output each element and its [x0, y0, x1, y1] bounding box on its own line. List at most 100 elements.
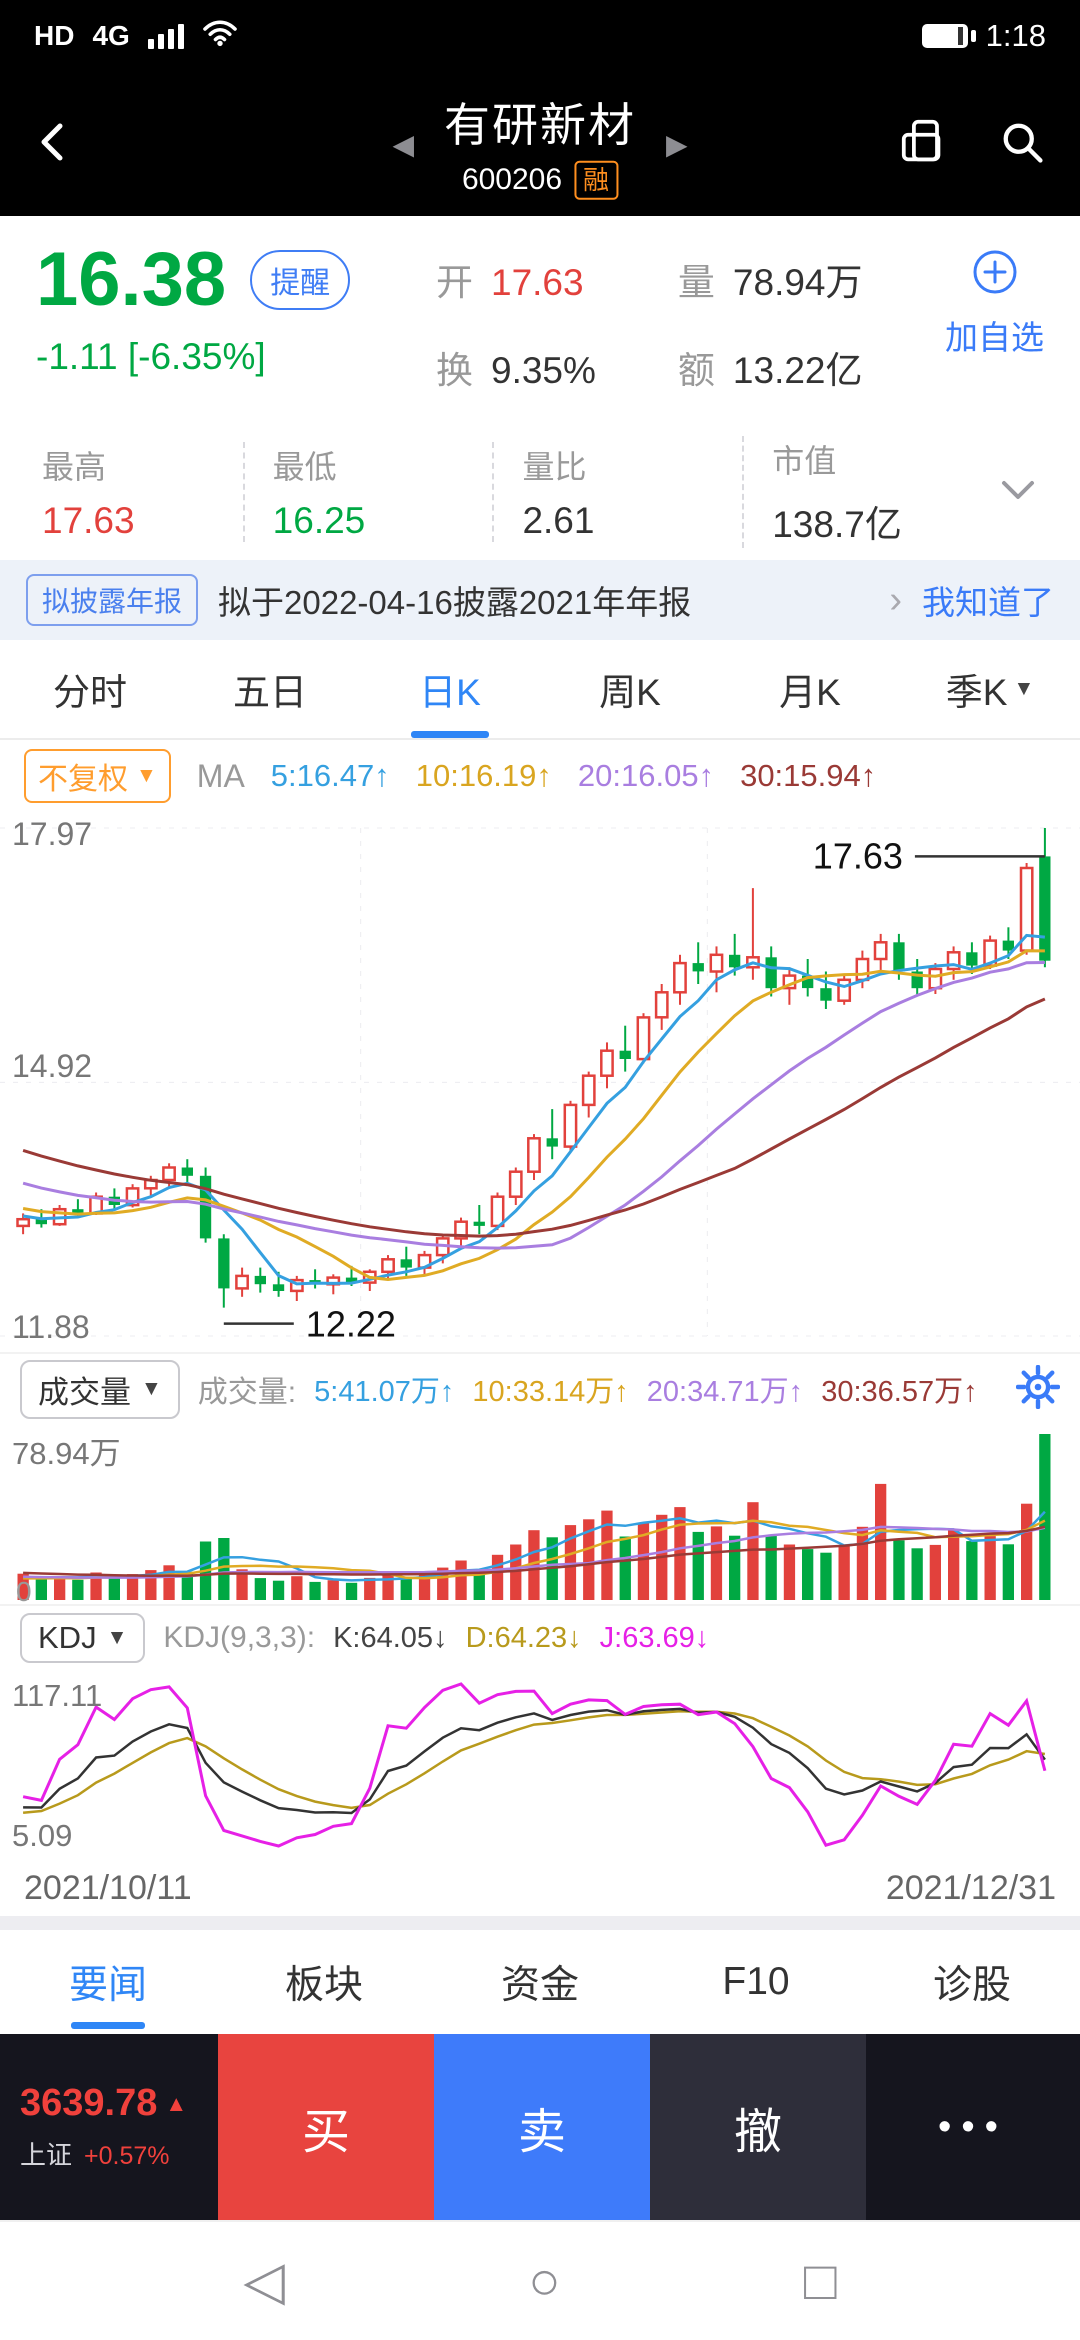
candlestick-chart[interactable]: 17.97 14.92 11.88 17.63 12.22 [0, 812, 1080, 1352]
price-change: -1.11 [-6.35%] [36, 336, 266, 377]
next-stock-arrow[interactable]: ▶ [666, 128, 688, 160]
caret-down-icon: ▼ [1013, 677, 1035, 700]
add-watchlist-button[interactable]: 加自选 [945, 242, 1044, 394]
chart-settings-gear-icon[interactable] [1015, 1364, 1061, 1414]
volume-ma10-value: 10:33.14万↑ [472, 1376, 629, 1408]
volume-svg[interactable] [0, 1424, 1080, 1604]
adjust-mode-dropdown[interactable]: 不复权 ▼ [24, 749, 171, 803]
quote-stats-row2: 最高 17.63 最低 16.25 量比 2.61 市值 138.7亿 [36, 436, 1044, 548]
turnover-stat: 换 9.35% [436, 340, 596, 394]
hd-volte-icon: HD [34, 20, 75, 51]
ma20-value: 20:16.05↑ [577, 758, 715, 793]
volume-axis-min: 0 [16, 1576, 32, 1607]
quote-stats-grid: 开 17.63 量 78.94万 换 9.35% 额 13.22亿 [436, 252, 863, 394]
network-type-indicator: 4G [92, 20, 130, 51]
period-tabs: 分时 五日 日K 周K 月K 季K ▼ [0, 640, 1080, 740]
rotate-screen-icon[interactable] [898, 116, 950, 173]
kdj-d-value: D:64.23↓ [465, 1621, 582, 1654]
vol-ratio-label: 量比 [522, 449, 587, 485]
current-price: 16.38 [36, 237, 227, 322]
price-axis-max: 17.97 [12, 816, 93, 852]
amount-value: 13.22亿 [732, 350, 863, 391]
price-axis-mid: 14.92 [12, 1048, 93, 1084]
add-watchlist-label: 加自选 [945, 319, 1044, 356]
volume-chart[interactable]: 78.94万 0 [0, 1424, 1080, 1607]
volume-label: 量 [677, 262, 715, 303]
search-icon[interactable] [996, 116, 1048, 173]
open-stat: 开 17.63 [436, 252, 596, 306]
dismiss-announcement-button[interactable]: 我知道了 [922, 584, 1054, 621]
system-nav-bar: ◁ ○ □ [0, 2220, 1080, 2340]
status-right: 1:18 [921, 18, 1046, 54]
chevron-right-icon[interactable]: › [889, 579, 902, 621]
tab-5day[interactable]: 五日 [233, 672, 307, 713]
sell-button[interactable]: 卖 [434, 2034, 650, 2220]
caret-down-icon: ▼ [106, 1626, 128, 1649]
price-axis-min: 11.88 [12, 1309, 90, 1345]
candlestick-svg[interactable]: 17.63 12.22 [0, 812, 1080, 1352]
kdj-prefix-label: KDJ(9,3,3): [163, 1621, 316, 1654]
index-quote-block[interactable]: 3639.78 ▲ 上证 +0.57% [0, 2034, 218, 2220]
tab-diagnosis[interactable]: 诊股 [932, 1964, 1011, 2007]
bottom-tabs: 要闻 板块 资金 F10 诊股 [0, 1930, 1080, 2034]
date-axis: 2021/10/11 2021/12/31 [0, 1860, 1080, 1916]
volume-indicator-dropdown[interactable]: 成交量 ▼ [20, 1359, 180, 1419]
kdj-k-value: K:64.05↓ [333, 1621, 448, 1654]
status-bar: HD 4G 1:18 [0, 0, 1080, 72]
open-value: 17.63 [491, 262, 584, 303]
kdj-chart[interactable]: 117.11 5.09 [0, 1670, 1080, 1860]
tab-weekly-k[interactable]: 周K [599, 672, 661, 713]
volume-ma5-value: 5:41.07万↑ [314, 1376, 455, 1408]
add-watchlist-icon [971, 248, 1019, 301]
more-actions-button[interactable]: ••• [938, 2105, 1008, 2148]
volume-ma20-value: 20:34.71万↑ [646, 1376, 804, 1408]
ma10-value: 10:16.19↑ [415, 758, 552, 793]
nav-recents-icon[interactable]: □ [804, 2251, 837, 2311]
index-up-icon: ▲ [165, 2090, 188, 2116]
price-alert-button[interactable]: 提醒 [250, 250, 351, 310]
prev-stock-arrow[interactable]: ◀ [392, 128, 414, 160]
volume-ma30-value: 30:36.57万↑ [821, 1376, 978, 1408]
wifi-icon [202, 20, 238, 52]
market-cap-label: 市值 [772, 443, 837, 479]
tab-funds[interactable]: 资金 [500, 1964, 579, 2007]
trade-action-bar: 3639.78 ▲ 上证 +0.57% 买 卖 撤 ••• [0, 2034, 1080, 2220]
tab-minute[interactable]: 分时 [53, 672, 127, 713]
tab-sector[interactable]: 板块 [284, 1964, 363, 2007]
turnover-value: 9.35% [491, 350, 596, 391]
tab-news[interactable]: 要闻 [0, 1930, 216, 2034]
battery-icon [921, 24, 976, 48]
cancel-order-button[interactable]: 撤 [650, 2034, 866, 2220]
amount-stat: 额 13.22亿 [678, 340, 863, 394]
market-cap-stat: 市值 138.7亿 [742, 436, 992, 548]
volume-stat: 量 78.94万 [678, 252, 863, 306]
status-left: HD 4G [34, 20, 238, 52]
low-stat: 最低 16.25 [242, 442, 493, 542]
high-value: 17.63 [42, 500, 135, 541]
expand-stats-chevron-icon[interactable] [992, 475, 1044, 510]
caret-down-icon: ▼ [136, 764, 157, 787]
svg-text:17.63: 17.63 [813, 835, 903, 876]
stock-title: 有研新材 [444, 98, 636, 151]
price-block: 16.38 提醒 -1.11 [-6.35%] [36, 242, 436, 394]
ma-prefix-label: MA [196, 757, 245, 794]
tab-quarterly-k[interactable]: 季K ▼ [945, 672, 1035, 713]
announcement-text: 拟于2022-04-16披露2021年年报 [218, 584, 692, 621]
tab-f10[interactable]: F10 [722, 1960, 790, 2003]
turnover-label: 换 [436, 350, 473, 391]
tab-monthly-k[interactable]: 月K [779, 672, 841, 713]
kdj-svg[interactable] [0, 1670, 1080, 1860]
kdj-axis-max: 117.11 [12, 1678, 103, 1713]
index-name: 上证 [20, 2140, 73, 2170]
date-start: 2021/10/11 [24, 1868, 192, 1907]
kdj-indicator-dropdown[interactable]: KDJ ▼ [20, 1613, 146, 1663]
low-label: 最低 [272, 449, 337, 485]
back-button[interactable] [32, 118, 80, 171]
nav-home-icon[interactable]: ○ [528, 2251, 561, 2311]
announcement-bar: 拟披露年报 拟于2022-04-16披露2021年年报 › 我知道了 [0, 560, 1080, 640]
buy-button[interactable]: 买 [218, 2034, 434, 2220]
high-label: 最高 [42, 449, 107, 485]
tab-daily-k[interactable]: 日K [360, 640, 540, 738]
nav-back-icon[interactable]: ◁ [243, 2251, 285, 2311]
header-title-block: ◀ 有研新材 600206 融 ▶ [392, 89, 688, 200]
